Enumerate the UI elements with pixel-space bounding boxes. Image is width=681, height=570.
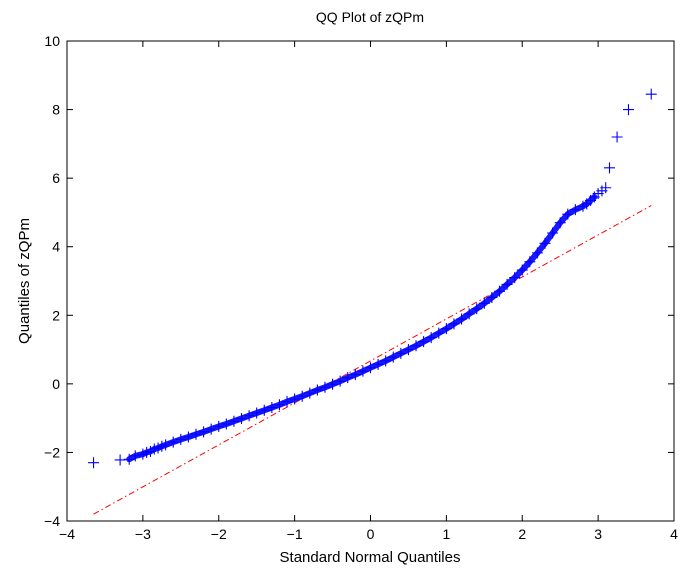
data-point <box>220 418 232 430</box>
data-point <box>372 358 384 370</box>
data-point <box>167 436 179 448</box>
reference-line <box>93 205 652 515</box>
data-point <box>251 407 263 419</box>
data-point <box>342 372 354 384</box>
data-point <box>198 426 210 438</box>
data-point <box>478 297 490 309</box>
data-point <box>486 291 498 303</box>
x-tick-label: 1 <box>442 526 450 542</box>
data-point <box>266 402 278 414</box>
data-point <box>604 162 616 174</box>
data-point <box>509 272 521 284</box>
data-point <box>539 237 551 249</box>
data-point <box>448 318 460 330</box>
data-point <box>562 208 574 220</box>
data-point <box>258 404 270 416</box>
data-point <box>190 428 202 440</box>
data-point <box>622 104 634 116</box>
plot-area: −4 −3 −2 −1 0 1 2 3 4 −4 −2 0 2 4 6 8 10 <box>44 33 678 542</box>
data-point <box>531 247 543 259</box>
data-point <box>273 399 285 411</box>
y-tick-label: 10 <box>44 33 60 49</box>
data-point <box>380 355 392 367</box>
data-point <box>501 278 513 290</box>
y-tick-label: −4 <box>44 513 60 529</box>
data-point <box>524 256 536 268</box>
data-point <box>205 423 217 435</box>
data-point <box>175 433 187 445</box>
data-point <box>516 264 528 276</box>
data-point <box>402 344 414 356</box>
data-point <box>289 393 301 405</box>
data-point <box>213 420 225 432</box>
y-tick-label: −2 <box>44 444 60 460</box>
data-point <box>129 450 141 462</box>
data-point <box>304 387 316 399</box>
data-point <box>160 439 172 451</box>
data-point <box>319 381 331 393</box>
chart-title: QQ Plot of zQPm <box>316 9 424 25</box>
data-point <box>456 313 468 325</box>
data-point <box>493 285 505 297</box>
data-point <box>433 327 445 339</box>
x-axis-label: Standard Normal Quantiles <box>280 549 461 566</box>
data-point <box>88 457 100 469</box>
data-point <box>243 410 255 422</box>
data-point <box>600 182 612 194</box>
data-point <box>327 378 339 390</box>
data-point <box>182 431 194 443</box>
x-tick-label: 3 <box>594 526 602 542</box>
data-point <box>123 453 135 465</box>
y-tick-label: 2 <box>52 307 60 323</box>
data-point <box>357 365 369 377</box>
data-point <box>547 227 559 239</box>
data-point <box>387 351 399 363</box>
y-tick-label: 6 <box>52 170 60 186</box>
data-point <box>296 390 308 402</box>
data-point <box>611 131 623 143</box>
data-point <box>440 323 452 335</box>
data-point <box>471 303 483 315</box>
data-point <box>554 217 566 229</box>
data-point <box>228 415 240 427</box>
data-point <box>410 340 422 352</box>
x-tick-label: 0 <box>367 526 375 542</box>
y-tick-label: 0 <box>52 376 60 392</box>
y-tick-label: 4 <box>52 239 60 255</box>
x-tick-label: −2 <box>211 526 227 542</box>
data-point <box>395 347 407 359</box>
data-point <box>236 412 248 424</box>
data-point <box>418 336 430 348</box>
data-point <box>645 88 657 100</box>
data-band <box>126 194 598 463</box>
data-point <box>569 204 581 216</box>
x-tick-label: −1 <box>287 526 303 542</box>
y-tick-label: 8 <box>52 102 60 118</box>
x-tick-label: 4 <box>670 526 678 542</box>
x-tick-label: −4 <box>59 526 75 542</box>
x-tick-label: −3 <box>135 526 151 542</box>
data-point <box>334 375 346 387</box>
data-point <box>311 384 323 396</box>
y-axis-label: Quantiles of zQPm <box>16 218 33 344</box>
data-point <box>281 396 293 408</box>
data-point <box>365 362 376 374</box>
x-tick-label: 2 <box>518 526 526 542</box>
data-point <box>349 369 361 381</box>
data-point <box>114 454 126 466</box>
data-point <box>463 308 475 320</box>
data-point <box>425 332 437 344</box>
